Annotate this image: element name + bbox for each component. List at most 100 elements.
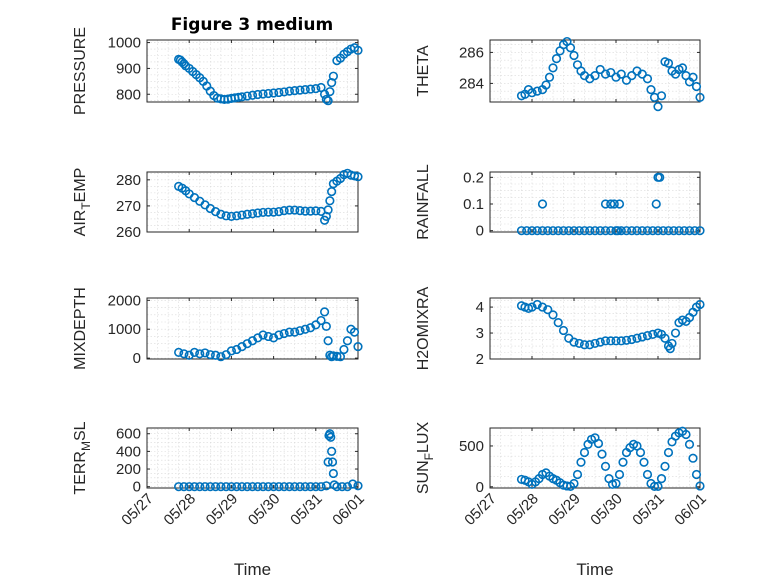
data-point [632, 333, 642, 343]
data-point [295, 326, 305, 336]
data-point [247, 90, 258, 100]
data-point [569, 226, 579, 236]
y-tick-label: 270 [116, 198, 141, 215]
data-point [311, 482, 321, 492]
data-point [600, 461, 611, 471]
y-tick-label: 1000 [108, 321, 141, 338]
subplot-5: 0 1000 2000 MIXDEPTH [72, 287, 363, 370]
data-point [627, 226, 637, 236]
y-axis-label: H2OMIXRA [415, 286, 432, 370]
data-point [328, 468, 338, 479]
data-point [670, 328, 681, 338]
y-tick-label: 500 [459, 438, 484, 455]
data-point [274, 482, 284, 492]
data-point [332, 482, 342, 492]
data-point [537, 199, 548, 209]
data-point [537, 226, 548, 236]
data-point [606, 336, 616, 346]
data-point [569, 478, 579, 489]
data-point [595, 226, 605, 236]
data-point [684, 226, 695, 236]
data-point [679, 226, 689, 236]
data-point [258, 207, 268, 218]
data-point [279, 482, 289, 492]
data-point [253, 89, 263, 100]
data-point [321, 321, 331, 331]
x-tick-label: 05/30 [245, 490, 284, 529]
data-point [321, 94, 331, 105]
data-point [656, 474, 667, 484]
data-point [189, 482, 200, 492]
data-point [232, 482, 242, 492]
data-point [621, 335, 632, 345]
data-point [527, 226, 537, 236]
data-point [527, 302, 537, 312]
data-point [558, 325, 569, 336]
data-point [274, 330, 284, 340]
data-point [642, 226, 653, 236]
data-point [323, 457, 333, 467]
data-point [548, 310, 558, 320]
data-point [660, 333, 670, 343]
data-point [284, 86, 295, 96]
data-point [319, 307, 330, 317]
data-point [326, 432, 336, 442]
data-point [695, 481, 705, 491]
data-point [695, 226, 705, 236]
data-point [613, 226, 623, 236]
data-point [564, 226, 574, 236]
data-point [263, 331, 273, 342]
y-tick-label: 600 [116, 426, 141, 443]
data-point [242, 482, 252, 492]
data-point [600, 336, 611, 346]
data-point [300, 482, 310, 492]
data-point [195, 482, 205, 492]
data-point [263, 207, 273, 217]
data-point [663, 447, 674, 458]
y-tick-label: 0 [476, 223, 484, 240]
data-point [653, 226, 663, 236]
data-point [200, 482, 210, 492]
data-point [690, 226, 700, 236]
axes-border [489, 427, 701, 489]
data-point [348, 479, 358, 489]
data-point [543, 305, 553, 315]
data-point [174, 482, 184, 492]
data-point [590, 226, 600, 236]
y-tick-label: 280 [116, 172, 141, 189]
data-point [653, 481, 663, 491]
data-point [233, 92, 244, 102]
data-point [663, 58, 674, 68]
data-point [616, 69, 626, 79]
x-tick-label: 05/31 [287, 490, 326, 529]
data-point [237, 92, 247, 102]
data-point [269, 482, 279, 492]
data-point [681, 429, 691, 440]
data-point [537, 302, 548, 312]
axes-border [146, 297, 359, 360]
data-point [311, 83, 321, 94]
data-point [574, 226, 584, 236]
axes-border [489, 171, 701, 233]
data-point [189, 347, 200, 357]
subplot-2: 284 286 THETA [415, 36, 705, 112]
x-tick-label: 05/29 [545, 490, 584, 529]
data-point [593, 438, 604, 449]
x-tick-label: 05/29 [203, 490, 242, 529]
figure-title: Figure 3 medium [171, 15, 333, 35]
data-point [300, 206, 310, 216]
data-point [606, 67, 616, 78]
data-point [290, 86, 300, 96]
data-point [548, 63, 558, 73]
subplot-8: 0 500 05/27 05/28 05/29 05/30 05/31 06/01 SUNFLU… [415, 422, 710, 579]
data-point [258, 482, 268, 492]
y-tick-label: 2 [476, 351, 484, 368]
data-point [323, 96, 333, 106]
data-point [677, 63, 688, 73]
x-tick-label: 05/28 [503, 490, 542, 529]
y-tick-label: 1000 [108, 35, 141, 52]
data-point [637, 69, 647, 79]
data-point [353, 45, 363, 55]
data-point [616, 226, 626, 236]
